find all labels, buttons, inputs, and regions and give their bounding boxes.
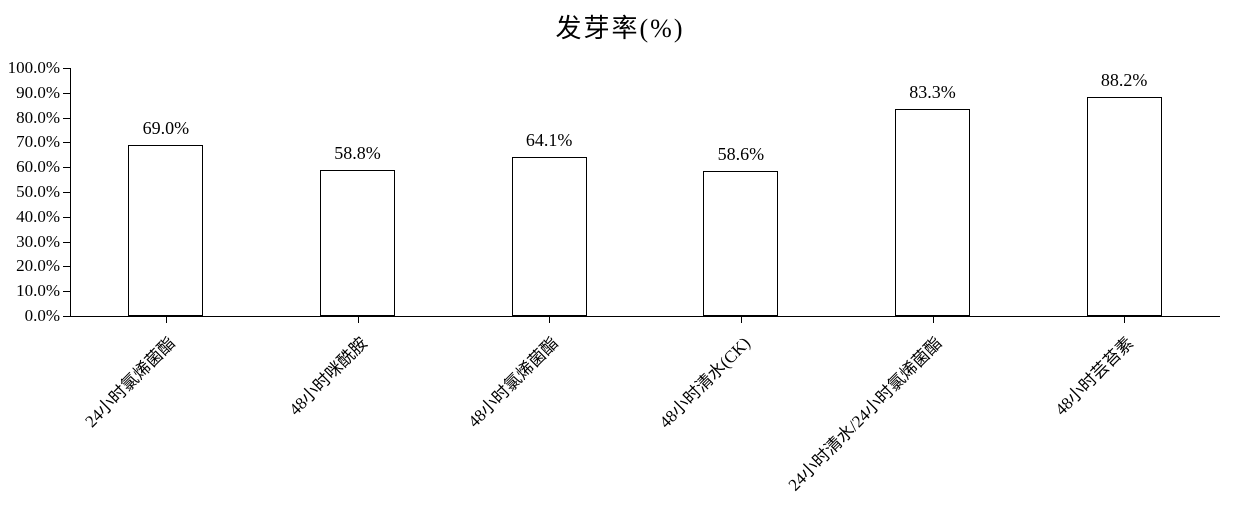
- ytick-mark: [63, 93, 70, 94]
- xtick-mark: [741, 316, 742, 323]
- ytick-mark: [63, 291, 70, 292]
- bar-value-label: 64.1%: [526, 130, 573, 151]
- bar: [128, 145, 203, 316]
- bar-value-label: 69.0%: [143, 118, 190, 139]
- xtick-mark: [166, 316, 167, 323]
- ytick-label: 70.0%: [0, 132, 60, 152]
- bar-value-label: 58.8%: [334, 143, 381, 164]
- ytick-label: 60.0%: [0, 157, 60, 177]
- bar: [895, 109, 970, 316]
- chart-container: 发芽率(%) 0.0%10.0%20.0%30.0%40.0%50.0%60.0…: [0, 0, 1240, 529]
- bar: [703, 171, 778, 316]
- plot-area: 0.0%10.0%20.0%30.0%40.0%50.0%60.0%70.0%8…: [70, 68, 1220, 316]
- ytick-mark: [63, 266, 70, 267]
- bar: [1087, 97, 1162, 316]
- ytick-mark: [63, 118, 70, 119]
- ytick-mark: [63, 242, 70, 243]
- ytick-mark: [63, 167, 70, 168]
- bar-value-label: 88.2%: [1101, 70, 1148, 91]
- category-label: 24小时氯烯菌酯: [78, 330, 180, 432]
- ytick-label: 80.0%: [0, 108, 60, 128]
- ytick-mark: [63, 142, 70, 143]
- ytick-label: 30.0%: [0, 232, 60, 252]
- ytick-label: 40.0%: [0, 207, 60, 227]
- xtick-mark: [933, 316, 934, 323]
- bar-value-label: 83.3%: [909, 82, 956, 103]
- ytick-mark: [63, 316, 70, 317]
- chart-title: 发芽率(%): [0, 8, 1240, 45]
- ytick-label: 90.0%: [0, 83, 60, 103]
- y-axis: [70, 68, 71, 316]
- bar: [512, 157, 587, 316]
- ytick-label: 10.0%: [0, 281, 60, 301]
- bar-value-label: 58.6%: [718, 144, 765, 165]
- xtick-mark: [549, 316, 550, 323]
- ytick-mark: [63, 217, 70, 218]
- x-axis: [70, 316, 1220, 317]
- ytick-label: 0.0%: [0, 306, 60, 326]
- ytick-label: 50.0%: [0, 182, 60, 202]
- ytick-mark: [63, 192, 70, 193]
- xtick-mark: [1124, 316, 1125, 323]
- bar: [320, 170, 395, 316]
- category-label: 48小时氯烯菌酯: [461, 330, 563, 432]
- ytick-label: 100.0%: [0, 58, 60, 78]
- category-label: 48小时咪酰胺: [281, 330, 371, 420]
- ytick-label: 20.0%: [0, 256, 60, 276]
- ytick-mark: [63, 68, 70, 69]
- xtick-mark: [358, 316, 359, 323]
- category-label: 48小时清水(CK): [652, 330, 754, 432]
- category-label: 48小时芸苔素: [1048, 330, 1138, 420]
- category-label: 24小时清水/24小时氯烯菌酯: [781, 330, 946, 495]
